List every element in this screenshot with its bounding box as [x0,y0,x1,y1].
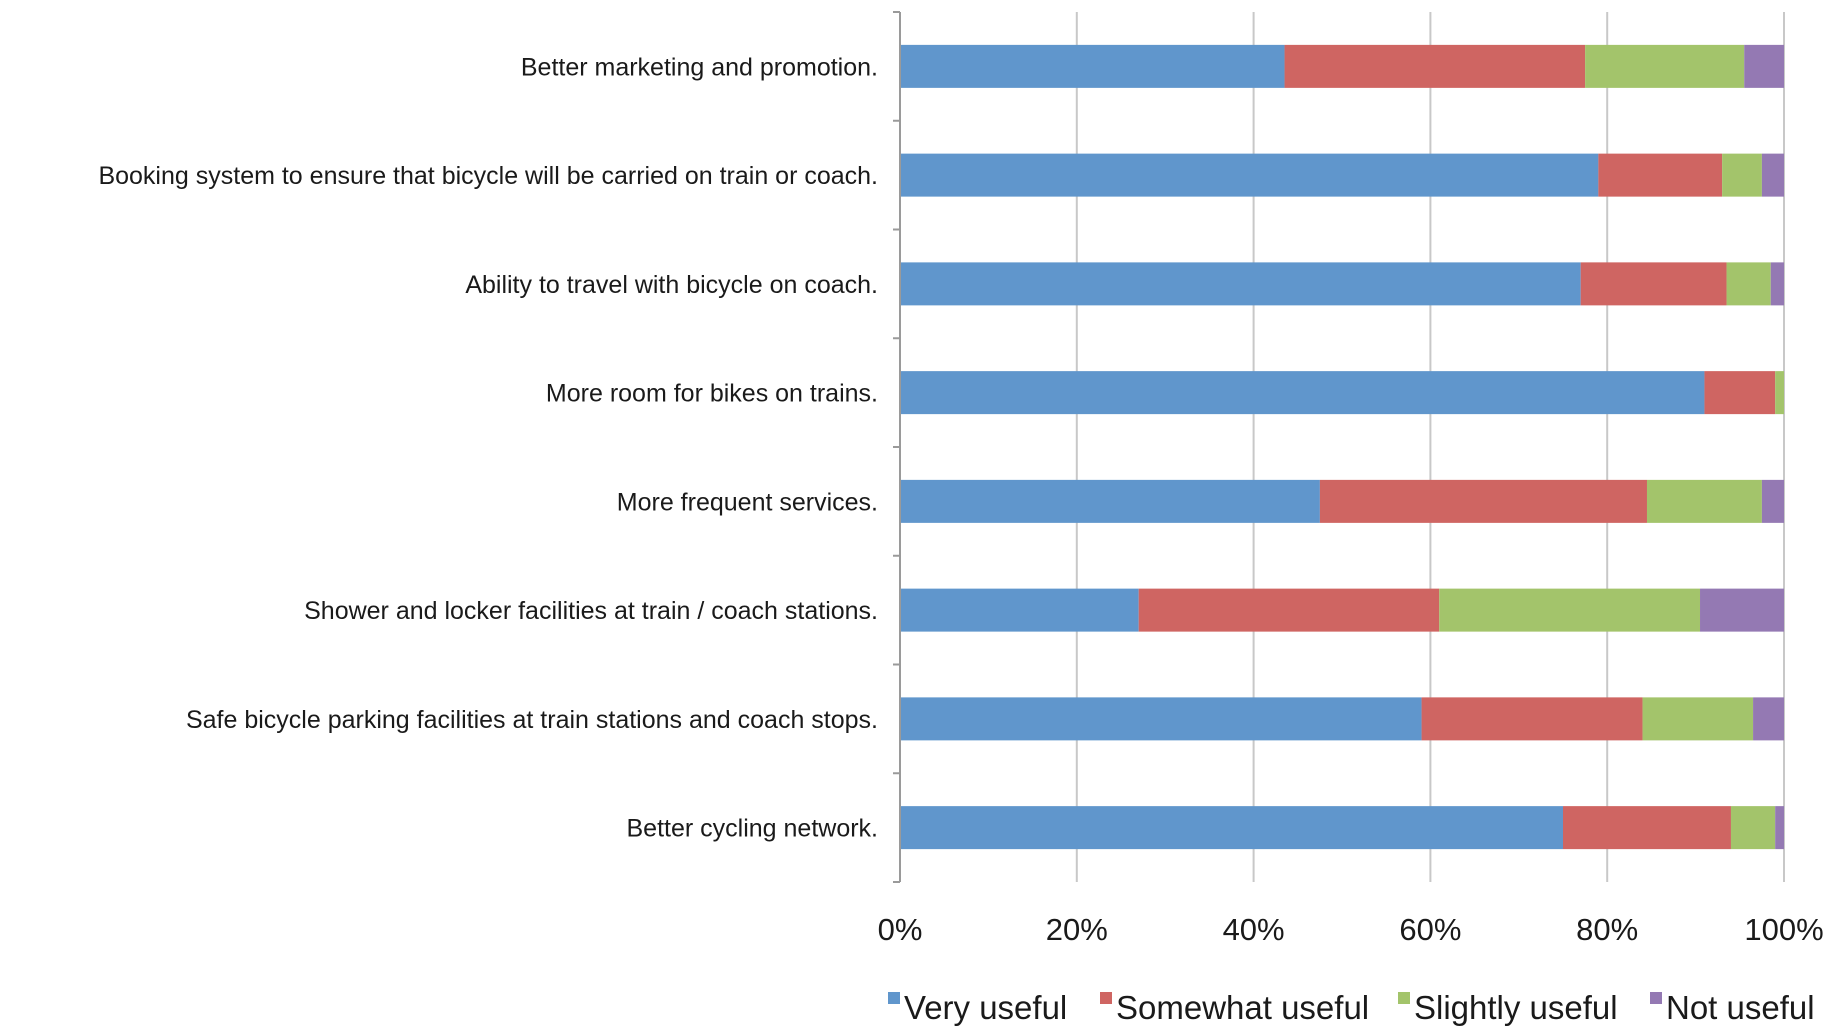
bar-segment [1770,262,1784,306]
legend-label: Somewhat useful [1116,989,1369,1026]
bar-segment [1284,44,1586,88]
bar-segment [1704,371,1776,415]
x-tick-label: 0% [878,912,923,947]
legend-swatch [1100,992,1112,1004]
category-label: More frequent services. [617,488,878,516]
legend-swatch [1398,992,1410,1004]
y-axis [893,11,901,883]
legend-label: Very useful [904,989,1067,1026]
bar-segment [1775,806,1784,850]
bar-segment [1761,479,1784,523]
legend-swatch [888,992,900,1004]
bar-segment [1439,588,1701,632]
x-tick-label: 100% [1744,912,1823,947]
bar-segment [1319,479,1647,523]
bar-segment [1642,697,1754,741]
legend-swatch [1650,992,1662,1004]
category-label: Ability to travel with bicycle on coach. [465,271,878,299]
bar-segment [900,371,1705,415]
bar-segment [1744,44,1784,88]
bars [900,44,1784,850]
bar-segment [1563,806,1731,850]
bar-segment [1138,588,1440,632]
x-tick-labels: 0% 20% 40% 60% 80% 100% [878,912,1824,947]
bar-segment [1646,479,1762,523]
category-label: Shower and locker facilities at train / … [304,597,878,625]
bar-segment [1775,371,1784,415]
bar-segment [1753,697,1784,741]
bar-segment [900,806,1563,850]
x-tick-label: 80% [1576,912,1638,947]
category-label: More room for bikes on trains. [546,380,878,408]
category-label: Safe bicycle parking facilities at train… [186,706,878,734]
category-label: Booking system to ensure that bicycle wi… [98,162,878,190]
bar-segment [900,479,1320,523]
bar-segment [900,588,1139,632]
bar-segment [1726,262,1771,306]
category-label: Better cycling network. [627,815,879,843]
bar-segment [1598,153,1723,197]
category-labels: Better marketing and promotion. Booking s… [98,53,878,842]
bar-segment [1580,262,1727,306]
legend-label: Slightly useful [1414,989,1618,1026]
bar-segment [1761,153,1784,197]
gridlines [1075,12,1785,882]
bar-segment [1700,588,1784,632]
x-tick-label: 20% [1046,912,1108,947]
bar-segment [900,153,1599,197]
x-tick-label: 60% [1399,912,1461,947]
legend: Very useful Somewhat useful Slightly usefu… [888,989,1815,1026]
bar-segment [1730,806,1776,850]
x-tick-label: 40% [1223,912,1285,947]
bar-segment [900,262,1581,306]
legend-label: Not useful [1666,989,1815,1026]
bar-segment [900,697,1422,741]
bar-segment [1421,697,1643,741]
bar-segment [900,44,1285,88]
bar-segment [1722,153,1762,197]
category-label: Better marketing and promotion. [521,53,878,81]
bar-segment [1585,44,1745,88]
